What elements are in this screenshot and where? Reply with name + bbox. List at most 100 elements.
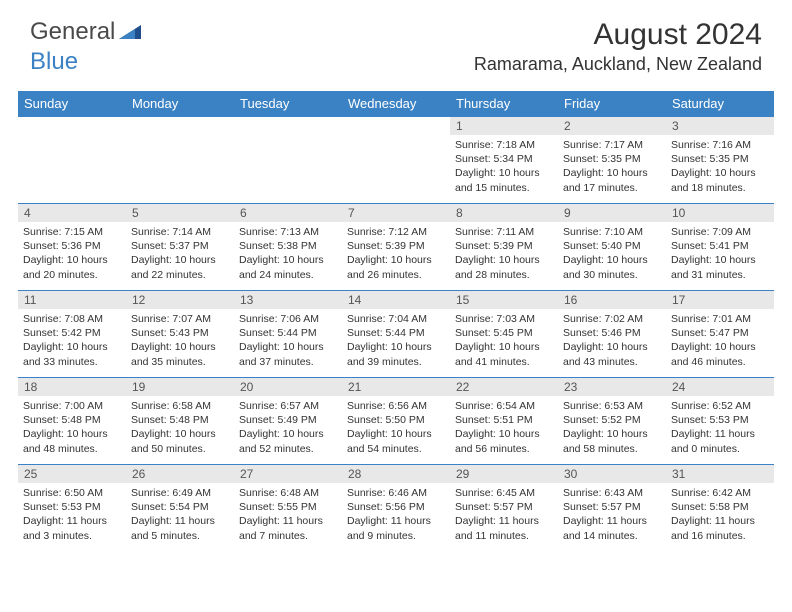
day-number: 12 [126, 291, 234, 309]
daylight-text: Daylight: 11 hours and 3 minutes. [23, 514, 121, 542]
sunset-text: Sunset: 5:52 PM [563, 413, 661, 427]
day-content: Sunrise: 7:01 AMSunset: 5:47 PMDaylight:… [666, 309, 774, 372]
day-content: Sunrise: 6:49 AMSunset: 5:54 PMDaylight:… [126, 483, 234, 546]
day-number: 21 [342, 378, 450, 396]
sunrise-text: Sunrise: 6:53 AM [563, 399, 661, 413]
daylight-text: Daylight: 10 hours and 39 minutes. [347, 340, 445, 368]
day-number: 17 [666, 291, 774, 309]
sunrise-text: Sunrise: 6:52 AM [671, 399, 769, 413]
sunset-text: Sunset: 5:48 PM [23, 413, 121, 427]
day-content: Sunrise: 6:45 AMSunset: 5:57 PMDaylight:… [450, 483, 558, 546]
sunrise-text: Sunrise: 7:09 AM [671, 225, 769, 239]
day-cell: 6Sunrise: 7:13 AMSunset: 5:38 PMDaylight… [234, 204, 342, 291]
daylight-text: Daylight: 10 hours and 46 minutes. [671, 340, 769, 368]
day-cell [234, 117, 342, 204]
day-cell: 4Sunrise: 7:15 AMSunset: 5:36 PMDaylight… [18, 204, 126, 291]
daylight-text: Daylight: 10 hours and 41 minutes. [455, 340, 553, 368]
day-number: 8 [450, 204, 558, 222]
day-cell: 26Sunrise: 6:49 AMSunset: 5:54 PMDayligh… [126, 465, 234, 552]
daylight-text: Daylight: 10 hours and 33 minutes. [23, 340, 121, 368]
sunset-text: Sunset: 5:47 PM [671, 326, 769, 340]
daylight-text: Daylight: 10 hours and 20 minutes. [23, 253, 121, 281]
day-number: 14 [342, 291, 450, 309]
day-number: 19 [126, 378, 234, 396]
day-content: Sunrise: 7:12 AMSunset: 5:39 PMDaylight:… [342, 222, 450, 285]
daylight-text: Daylight: 10 hours and 30 minutes. [563, 253, 661, 281]
day-header-sat: Saturday [666, 91, 774, 117]
day-number: 15 [450, 291, 558, 309]
sunrise-text: Sunrise: 7:07 AM [131, 312, 229, 326]
sunrise-text: Sunrise: 6:49 AM [131, 486, 229, 500]
sunset-text: Sunset: 5:41 PM [671, 239, 769, 253]
daylight-text: Daylight: 10 hours and 22 minutes. [131, 253, 229, 281]
day-header-row: Sunday Monday Tuesday Wednesday Thursday… [18, 91, 774, 117]
week-row: 1Sunrise: 7:18 AMSunset: 5:34 PMDaylight… [18, 117, 774, 204]
sunrise-text: Sunrise: 6:58 AM [131, 399, 229, 413]
day-number: 23 [558, 378, 666, 396]
day-cell: 20Sunrise: 6:57 AMSunset: 5:49 PMDayligh… [234, 378, 342, 465]
day-content: Sunrise: 6:52 AMSunset: 5:53 PMDaylight:… [666, 396, 774, 459]
day-cell [18, 117, 126, 204]
day-number: 30 [558, 465, 666, 483]
sunrise-text: Sunrise: 7:15 AM [23, 225, 121, 239]
day-number: 5 [126, 204, 234, 222]
sunrise-text: Sunrise: 6:45 AM [455, 486, 553, 500]
sunset-text: Sunset: 5:44 PM [239, 326, 337, 340]
daylight-text: Daylight: 10 hours and 54 minutes. [347, 427, 445, 455]
day-number: 31 [666, 465, 774, 483]
day-cell: 5Sunrise: 7:14 AMSunset: 5:37 PMDaylight… [126, 204, 234, 291]
sunset-text: Sunset: 5:38 PM [239, 239, 337, 253]
daylight-text: Daylight: 11 hours and 0 minutes. [671, 427, 769, 455]
location-text: Ramarama, Auckland, New Zealand [474, 54, 762, 75]
day-content: Sunrise: 6:50 AMSunset: 5:53 PMDaylight:… [18, 483, 126, 546]
day-header-wed: Wednesday [342, 91, 450, 117]
day-number: 3 [666, 117, 774, 135]
title-block: August 2024 Ramarama, Auckland, New Zeal… [474, 18, 762, 75]
brand-logo: General [30, 18, 143, 46]
day-number: 26 [126, 465, 234, 483]
daylight-text: Daylight: 10 hours and 17 minutes. [563, 166, 661, 194]
page-header: General August 2024 Ramarama, Auckland, … [0, 0, 792, 83]
sunrise-text: Sunrise: 6:42 AM [671, 486, 769, 500]
day-content: Sunrise: 7:06 AMSunset: 5:44 PMDaylight:… [234, 309, 342, 372]
day-content: Sunrise: 7:15 AMSunset: 5:36 PMDaylight:… [18, 222, 126, 285]
sunrise-text: Sunrise: 7:12 AM [347, 225, 445, 239]
sunrise-text: Sunrise: 7:00 AM [23, 399, 121, 413]
sunset-text: Sunset: 5:37 PM [131, 239, 229, 253]
day-cell: 24Sunrise: 6:52 AMSunset: 5:53 PMDayligh… [666, 378, 774, 465]
daylight-text: Daylight: 11 hours and 11 minutes. [455, 514, 553, 542]
daylight-text: Daylight: 11 hours and 5 minutes. [131, 514, 229, 542]
day-content: Sunrise: 7:04 AMSunset: 5:44 PMDaylight:… [342, 309, 450, 372]
sunset-text: Sunset: 5:34 PM [455, 152, 553, 166]
day-cell: 29Sunrise: 6:45 AMSunset: 5:57 PMDayligh… [450, 465, 558, 552]
sunrise-text: Sunrise: 7:03 AM [455, 312, 553, 326]
sunset-text: Sunset: 5:35 PM [671, 152, 769, 166]
daylight-text: Daylight: 10 hours and 48 minutes. [23, 427, 121, 455]
day-cell: 9Sunrise: 7:10 AMSunset: 5:40 PMDaylight… [558, 204, 666, 291]
week-row: 18Sunrise: 7:00 AMSunset: 5:48 PMDayligh… [18, 378, 774, 465]
sunset-text: Sunset: 5:35 PM [563, 152, 661, 166]
brand-triangle-icon [119, 21, 141, 44]
sunrise-text: Sunrise: 7:06 AM [239, 312, 337, 326]
day-content: Sunrise: 7:10 AMSunset: 5:40 PMDaylight:… [558, 222, 666, 285]
sunrise-text: Sunrise: 6:50 AM [23, 486, 121, 500]
day-cell: 19Sunrise: 6:58 AMSunset: 5:48 PMDayligh… [126, 378, 234, 465]
sunrise-text: Sunrise: 7:08 AM [23, 312, 121, 326]
daylight-text: Daylight: 10 hours and 24 minutes. [239, 253, 337, 281]
sunset-text: Sunset: 5:39 PM [347, 239, 445, 253]
day-number: 11 [18, 291, 126, 309]
day-header-thu: Thursday [450, 91, 558, 117]
day-number: 10 [666, 204, 774, 222]
day-cell: 13Sunrise: 7:06 AMSunset: 5:44 PMDayligh… [234, 291, 342, 378]
day-number: 6 [234, 204, 342, 222]
sunset-text: Sunset: 5:40 PM [563, 239, 661, 253]
sunrise-text: Sunrise: 7:01 AM [671, 312, 769, 326]
daylight-text: Daylight: 11 hours and 16 minutes. [671, 514, 769, 542]
sunset-text: Sunset: 5:46 PM [563, 326, 661, 340]
month-title: August 2024 [474, 18, 762, 52]
day-number: 1 [450, 117, 558, 135]
day-content: Sunrise: 7:14 AMSunset: 5:37 PMDaylight:… [126, 222, 234, 285]
day-content: Sunrise: 7:08 AMSunset: 5:42 PMDaylight:… [18, 309, 126, 372]
day-content: Sunrise: 7:17 AMSunset: 5:35 PMDaylight:… [558, 135, 666, 198]
day-cell: 28Sunrise: 6:46 AMSunset: 5:56 PMDayligh… [342, 465, 450, 552]
